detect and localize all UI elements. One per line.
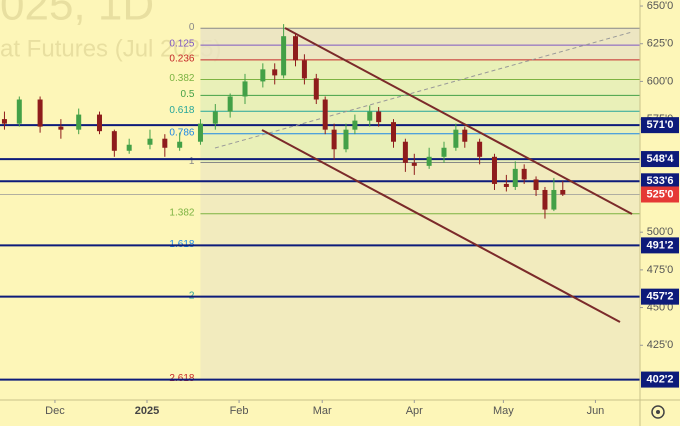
x-tick-label: Jun bbox=[587, 405, 605, 417]
channel-line bbox=[261, 129, 621, 323]
candle-body bbox=[542, 189, 548, 210]
candle-body bbox=[37, 99, 43, 127]
candle-body bbox=[477, 141, 483, 157]
candle-body bbox=[343, 129, 349, 150]
candle-body bbox=[16, 99, 22, 124]
settings-icon[interactable] bbox=[651, 405, 665, 419]
candle-body bbox=[58, 126, 64, 130]
price-label-box bbox=[641, 186, 679, 203]
candle-body bbox=[177, 141, 183, 148]
candle-body bbox=[391, 122, 397, 142]
watermark: 025, 1D bbox=[0, 0, 154, 30]
fib-label: 0.618 bbox=[169, 105, 194, 116]
y-tick-label: 650'0 bbox=[647, 0, 674, 12]
candle-body bbox=[272, 69, 278, 76]
price-label-box bbox=[641, 237, 679, 254]
x-tick-label: 2025 bbox=[135, 405, 159, 417]
candle-body bbox=[260, 69, 266, 82]
watermark: at Futures (Jul 2025) bbox=[0, 35, 221, 62]
y-tick-label: 600'0 bbox=[647, 75, 674, 87]
fib-label: 0.125 bbox=[169, 39, 194, 50]
candle-body bbox=[281, 36, 287, 76]
fib-zone bbox=[200, 162, 640, 380]
plot-area: 025, 1D at Futures (Jul 2025) 0 0.125 0.236 0… bbox=[0, 0, 640, 384]
y-tick-label: 425'0 bbox=[647, 339, 674, 351]
candle-body bbox=[503, 183, 509, 187]
candle-body bbox=[111, 131, 117, 151]
y-tick-label: 475'0 bbox=[647, 264, 674, 276]
candle-body bbox=[242, 81, 248, 97]
candle-body bbox=[533, 179, 539, 190]
price-label-box bbox=[641, 173, 679, 190]
fib-label: 1.382 bbox=[169, 207, 194, 218]
candle-body bbox=[313, 78, 319, 100]
price-label-box bbox=[641, 371, 679, 388]
candle-body bbox=[453, 129, 459, 148]
candle-body bbox=[126, 144, 132, 151]
price-label: 533'6 bbox=[646, 175, 673, 187]
candle-body bbox=[1, 119, 7, 124]
x-tick-label: Apr bbox=[406, 405, 423, 417]
x-tick-label: Feb bbox=[230, 405, 249, 417]
x-tick-label: Dec bbox=[45, 405, 65, 417]
y-tick-label: 500'0 bbox=[647, 226, 674, 238]
candle-body bbox=[197, 123, 203, 142]
fib-label: 1 bbox=[189, 156, 195, 167]
price-label: 548'4 bbox=[646, 153, 674, 165]
candle-body bbox=[147, 138, 153, 145]
x-tick-label: May bbox=[493, 405, 514, 417]
candle-body bbox=[331, 129, 337, 150]
candle-body bbox=[76, 114, 82, 130]
fib-zone bbox=[200, 28, 640, 60]
candle-body bbox=[560, 189, 566, 195]
fib-label: 0.786 bbox=[169, 127, 194, 138]
price-label-box bbox=[641, 288, 679, 305]
candle-body bbox=[96, 114, 102, 132]
candle-body bbox=[301, 60, 307, 79]
price-label: 525'0 bbox=[646, 188, 673, 200]
candle-body bbox=[322, 99, 328, 130]
candle-body bbox=[162, 138, 168, 148]
candle-body bbox=[521, 168, 527, 180]
candle-body bbox=[402, 141, 408, 163]
price-label: 402'2 bbox=[646, 373, 673, 385]
trend-line bbox=[214, 31, 633, 149]
candle-body bbox=[411, 162, 417, 166]
candle-body bbox=[367, 111, 373, 121]
fib-label: 0.382 bbox=[169, 73, 194, 84]
price-label-box bbox=[641, 117, 679, 134]
price-label: 571'0 bbox=[646, 119, 673, 131]
fib-label: 0.236 bbox=[169, 54, 194, 65]
candle-body bbox=[292, 36, 298, 61]
candle-body bbox=[551, 189, 557, 210]
candle-body bbox=[426, 156, 432, 166]
y-tick-label: 625'0 bbox=[647, 38, 674, 50]
candle-body bbox=[212, 111, 218, 124]
price-label: 491'2 bbox=[646, 239, 673, 251]
x-tick-label: Mar bbox=[313, 405, 332, 417]
candle-body bbox=[352, 120, 358, 130]
fib-label: 0.5 bbox=[181, 89, 195, 100]
price-label: 457'2 bbox=[646, 291, 673, 303]
candle-body bbox=[227, 96, 233, 112]
candle-body bbox=[462, 129, 468, 142]
candle-body bbox=[376, 111, 382, 123]
price-label-box bbox=[641, 151, 679, 168]
fib-label: 0 bbox=[189, 22, 195, 33]
channel-line bbox=[284, 27, 633, 215]
candle-body bbox=[491, 156, 497, 184]
candle-body bbox=[512, 168, 518, 187]
candle-body bbox=[441, 147, 447, 157]
